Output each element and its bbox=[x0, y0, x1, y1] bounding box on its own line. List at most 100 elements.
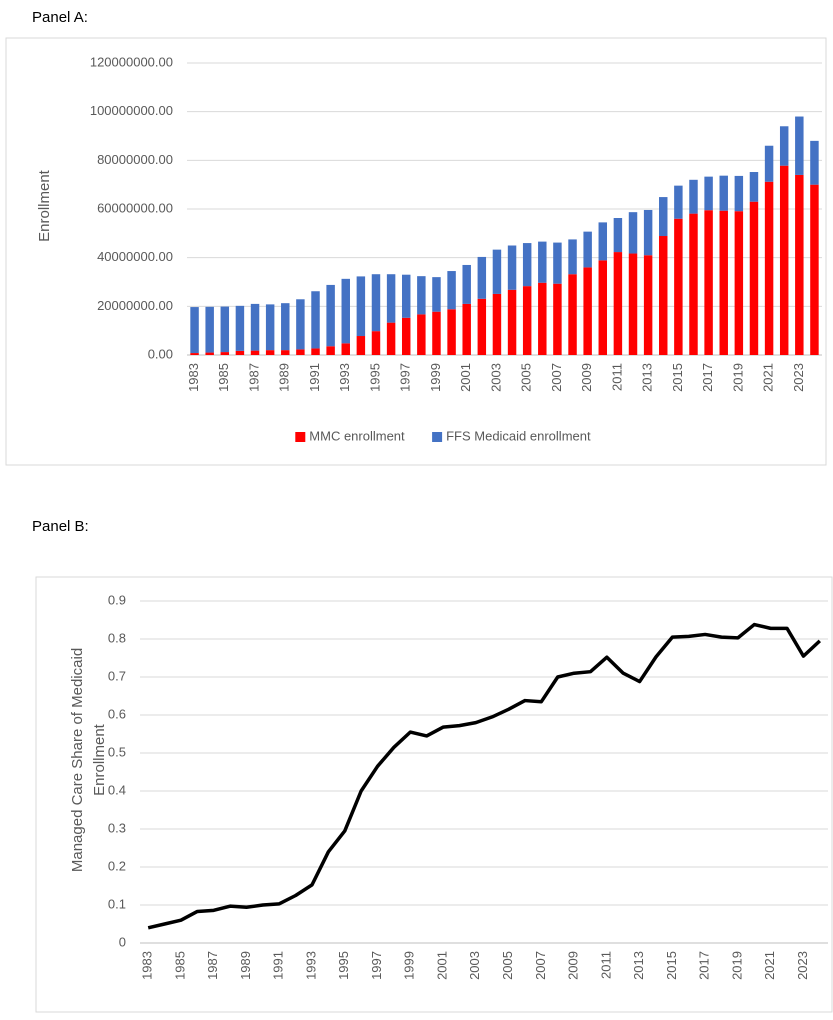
bar bbox=[674, 218, 683, 355]
bar bbox=[462, 264, 471, 304]
bar bbox=[643, 255, 653, 355]
x-tick-label: 2001 bbox=[458, 363, 473, 392]
y-tick-label: 80000000.00 bbox=[97, 152, 173, 167]
x-tick-label: 2003 bbox=[467, 951, 482, 980]
x-tick-label: 2007 bbox=[549, 363, 564, 392]
bar bbox=[432, 311, 441, 355]
bar bbox=[764, 145, 774, 182]
bar bbox=[477, 298, 487, 355]
bar bbox=[401, 317, 411, 355]
bar bbox=[795, 116, 804, 175]
y-axis-label: Enrollment bbox=[36, 169, 53, 242]
x-tick-label: 1991 bbox=[307, 363, 322, 392]
x-tick-label: 1983 bbox=[140, 951, 155, 980]
legend-swatch bbox=[432, 432, 443, 442]
bar bbox=[190, 307, 199, 354]
x-tick-label: 1995 bbox=[336, 951, 351, 980]
bar bbox=[598, 260, 608, 355]
bar bbox=[583, 267, 592, 355]
bar bbox=[281, 303, 290, 351]
y-tick-label: 0.6 bbox=[108, 706, 126, 721]
bar bbox=[265, 304, 275, 351]
bar bbox=[719, 175, 728, 211]
bar bbox=[810, 184, 819, 355]
x-tick-label: 2019 bbox=[730, 363, 745, 392]
y-tick-label: 0.7 bbox=[108, 668, 126, 683]
bar bbox=[265, 350, 275, 355]
x-tick-label: 2003 bbox=[488, 363, 503, 392]
bar bbox=[250, 350, 260, 355]
x-tick-label: 1983 bbox=[186, 363, 201, 392]
bar bbox=[417, 314, 426, 355]
bar bbox=[235, 305, 245, 351]
bar bbox=[447, 271, 456, 310]
bar bbox=[613, 252, 623, 355]
bar bbox=[734, 175, 744, 212]
y-tick-label: 0.9 bbox=[108, 592, 126, 607]
bar bbox=[779, 126, 789, 166]
x-tick-label: 2015 bbox=[670, 363, 685, 392]
bar bbox=[326, 284, 335, 347]
bar bbox=[583, 231, 592, 268]
bar bbox=[659, 236, 668, 355]
bar bbox=[296, 299, 305, 350]
bar bbox=[432, 277, 441, 312]
x-tick-label: 1993 bbox=[303, 951, 318, 980]
bar bbox=[628, 253, 638, 355]
bar bbox=[749, 201, 759, 355]
legend-label: MMC enrollment bbox=[309, 428, 405, 443]
bar bbox=[598, 222, 608, 261]
bar bbox=[341, 278, 350, 344]
bar bbox=[250, 303, 260, 351]
x-tick-label: 1985 bbox=[172, 951, 187, 980]
bar bbox=[689, 213, 698, 355]
x-tick-label: 2015 bbox=[664, 951, 679, 980]
x-tick-label: 1995 bbox=[367, 363, 382, 392]
y-tick-label: 0.2 bbox=[108, 858, 126, 873]
bar bbox=[553, 242, 562, 284]
y-tick-label: 0.3 bbox=[108, 820, 126, 835]
bar bbox=[704, 210, 713, 355]
x-tick-label: 1989 bbox=[238, 951, 253, 980]
panel-label: Panel A: bbox=[32, 9, 88, 26]
x-tick-label: 1987 bbox=[205, 951, 220, 980]
x-tick-label: 2005 bbox=[519, 363, 534, 392]
bar bbox=[190, 353, 199, 355]
bar bbox=[659, 197, 668, 237]
y-tick-label: 20000000.00 bbox=[97, 298, 173, 313]
legend-swatch bbox=[295, 432, 306, 442]
bar bbox=[704, 176, 713, 211]
bar bbox=[613, 218, 623, 253]
bar bbox=[235, 350, 245, 355]
bar bbox=[371, 274, 381, 332]
x-tick-label: 2009 bbox=[566, 951, 581, 980]
x-tick-label: 1999 bbox=[428, 363, 443, 392]
legend-label: FFS Medicaid enrollment bbox=[446, 428, 591, 443]
bar bbox=[507, 245, 517, 290]
x-tick-label: 1989 bbox=[277, 363, 292, 392]
bar bbox=[749, 172, 759, 202]
y-tick-label: 0.4 bbox=[108, 782, 126, 797]
bar bbox=[719, 210, 728, 355]
bar bbox=[205, 306, 214, 353]
bar bbox=[205, 352, 214, 355]
x-tick-label: 2009 bbox=[579, 363, 594, 392]
bar bbox=[538, 241, 547, 283]
x-tick-label: 1999 bbox=[402, 951, 417, 980]
bar bbox=[810, 140, 819, 185]
chart-frame bbox=[5, 37, 827, 466]
x-tick-label: 1985 bbox=[216, 363, 231, 392]
x-tick-label: 2013 bbox=[631, 951, 646, 980]
bar bbox=[311, 348, 320, 355]
bar bbox=[795, 174, 804, 355]
bar bbox=[281, 350, 290, 355]
x-tick-label: 2019 bbox=[729, 951, 744, 980]
bar bbox=[417, 276, 426, 315]
y-tick-label: 0.5 bbox=[108, 744, 126, 759]
y-tick-label: 60000000.00 bbox=[97, 200, 173, 215]
y-tick-label: 120000000.00 bbox=[90, 54, 173, 69]
x-tick-label: 1987 bbox=[246, 363, 261, 392]
bar bbox=[477, 256, 487, 299]
bar bbox=[779, 165, 789, 355]
